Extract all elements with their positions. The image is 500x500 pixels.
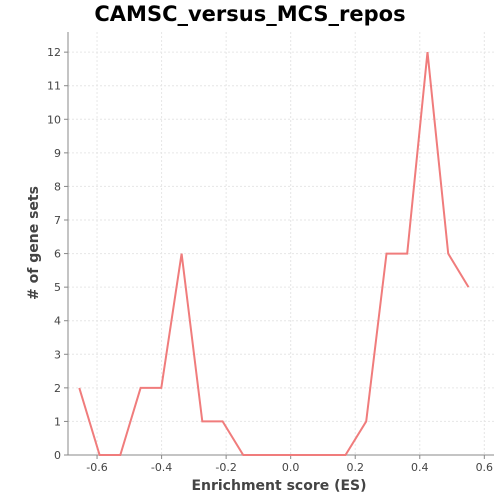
- x-tick-label: 0.6: [476, 461, 494, 474]
- y-tick-label: 7: [54, 214, 61, 227]
- y-tick-label: 4: [54, 315, 61, 328]
- y-tick-label: 8: [54, 180, 61, 193]
- x-tick-label: 0.4: [411, 461, 429, 474]
- y-tick-label: 3: [54, 348, 61, 361]
- y-tick-label: 12: [47, 46, 61, 59]
- plot-area: [68, 32, 494, 455]
- x-tick-label: 0.0: [282, 461, 300, 474]
- y-tick-label: 11: [47, 80, 61, 93]
- x-tick-label: -0.4: [151, 461, 172, 474]
- y-tick-label: 10: [47, 113, 61, 126]
- series-line: [78, 51, 470, 456]
- y-tick-label: 2: [54, 382, 61, 395]
- y-axis-label: # of gene sets: [26, 186, 42, 300]
- x-tick-label: -0.2: [215, 461, 236, 474]
- series-layer: [78, 51, 470, 456]
- y-tick-label: 1: [54, 415, 61, 428]
- y-tick-label: 0: [54, 449, 61, 462]
- y-tick-label: 6: [54, 248, 61, 261]
- y-tick-label: 9: [54, 147, 61, 160]
- x-tick-label: 0.2: [346, 461, 364, 474]
- x-axis-label: Enrichment score (ES): [191, 478, 366, 494]
- x-tick-label: -0.6: [86, 461, 107, 474]
- chart-title: CAMSC_versus_MCS_repos: [94, 2, 405, 26]
- y-tick-label: 5: [54, 281, 61, 294]
